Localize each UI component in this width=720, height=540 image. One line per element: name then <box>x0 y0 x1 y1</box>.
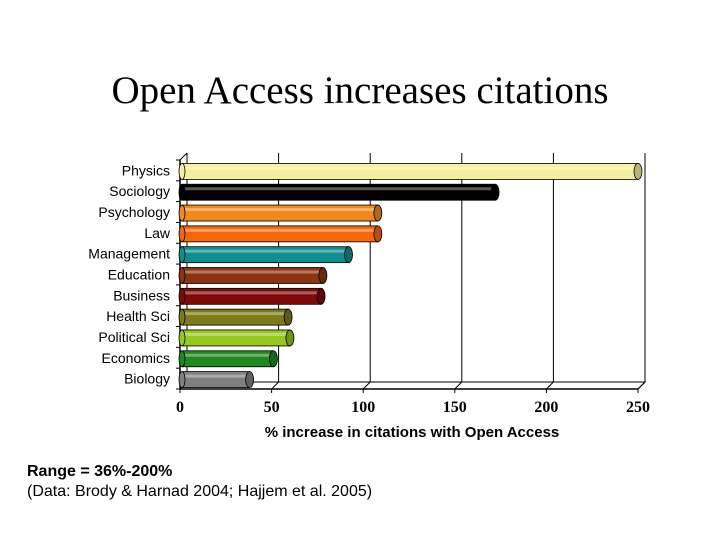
bar-start <box>178 371 186 388</box>
bar <box>178 163 643 180</box>
category-label: Political Sci <box>98 329 170 345</box>
bar-body <box>181 246 349 264</box>
bar-cap <box>316 287 326 305</box>
bar-cap <box>373 204 383 222</box>
bar-cap <box>318 267 328 284</box>
x-tick-label: 200 <box>534 399 558 416</box>
bar <box>178 308 293 326</box>
bar-highlight <box>183 270 322 274</box>
bar-body <box>181 267 324 284</box>
x-tick-label: 0 <box>176 399 184 416</box>
bar-start <box>178 163 186 180</box>
bar <box>178 350 278 368</box>
bar-chart: Physics Sociology Psychology Law Management E… <box>88 152 650 441</box>
x-tick-label: 250 <box>626 399 650 416</box>
bar-start <box>178 329 186 347</box>
x-axis-label: % increase in citations with Open Access <box>265 424 560 441</box>
category-label: Biology <box>124 371 170 387</box>
gridline-floor <box>454 381 463 390</box>
bar-highlight <box>183 208 377 212</box>
bar-cap <box>285 329 295 347</box>
bar-cap <box>269 350 278 368</box>
bar-highlight <box>183 166 637 170</box>
chart-top-edge <box>179 152 188 161</box>
bar-body <box>181 204 379 222</box>
category-label: Psychology <box>98 204 170 220</box>
bar-cap <box>283 308 293 326</box>
x-tick-label: 50 <box>264 399 280 416</box>
bar <box>178 225 383 243</box>
bar-body <box>181 163 639 180</box>
bar-highlight <box>183 374 249 378</box>
footer-note: Range = 36%-200% (Data: Brody & Harnad 2… <box>27 462 427 502</box>
bar <box>178 267 328 284</box>
gridline-floor <box>362 381 371 390</box>
category-label: Sociology <box>109 183 170 199</box>
bar-highlight <box>183 228 377 232</box>
bar-body <box>181 287 322 305</box>
category-label: Education <box>108 267 170 283</box>
gridline-floor <box>546 381 554 390</box>
bar-start <box>178 287 186 305</box>
bar-start <box>178 204 186 222</box>
bar-highlight <box>183 291 321 295</box>
bar <box>178 329 295 347</box>
bar-body <box>181 329 291 347</box>
bar-body <box>181 371 251 388</box>
bar-highlight <box>183 332 289 336</box>
gridline-floor <box>637 381 646 390</box>
category-label: Economics <box>102 350 170 366</box>
bar <box>178 183 500 201</box>
slide-title: Open Access increases citations <box>111 69 609 112</box>
bar-start <box>178 225 186 243</box>
bar-start <box>178 183 186 201</box>
bar-body <box>181 183 496 201</box>
bar-cap <box>344 246 353 264</box>
bar-start <box>178 246 186 264</box>
category-label: Health Sci <box>106 308 170 324</box>
bar-cap <box>490 183 500 201</box>
bar-highlight <box>183 312 288 316</box>
category-label: Management <box>88 246 170 262</box>
bar-start <box>178 308 186 326</box>
category-label: Business <box>113 287 170 303</box>
category-label: Physics <box>122 162 170 178</box>
x-tick-label: 150 <box>443 399 467 416</box>
bar <box>178 204 383 222</box>
bar-body <box>181 225 379 243</box>
bar <box>178 287 326 305</box>
source-text: (Data: Brody & Harnad 2004; Hajjem et al… <box>27 483 373 500</box>
bar-highlight <box>183 249 348 253</box>
bar-start <box>178 350 186 368</box>
bar-cap <box>245 371 255 388</box>
range-text: Range = 36%-200% <box>27 463 173 480</box>
bar-body <box>181 308 289 326</box>
gridline-floor <box>271 381 279 390</box>
bar-highlight <box>183 353 273 357</box>
x-tick-label: 100 <box>351 399 375 416</box>
bar-highlight <box>183 187 495 191</box>
bar <box>178 371 255 388</box>
bar-cap <box>373 225 383 243</box>
bar <box>178 246 353 264</box>
bar-cap <box>633 163 643 180</box>
bar-body <box>181 350 274 368</box>
bar-start <box>178 267 186 284</box>
category-label: Law <box>144 225 171 241</box>
